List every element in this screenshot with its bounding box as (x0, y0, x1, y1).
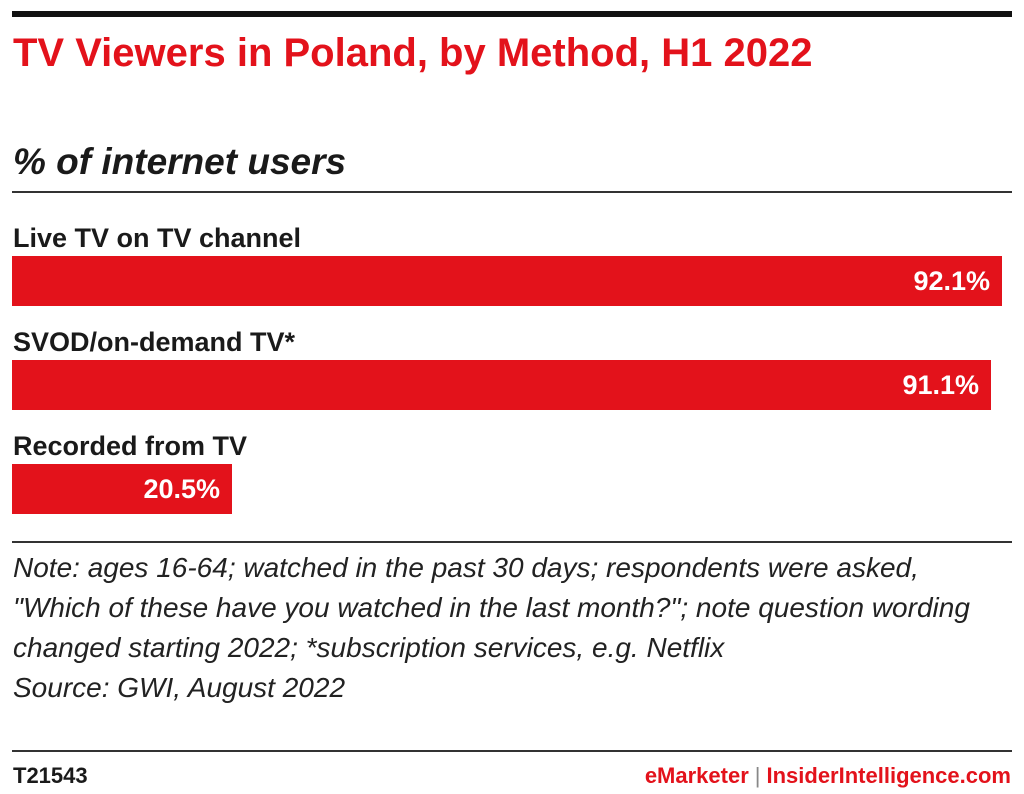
header-divider (12, 191, 1012, 193)
category-label: Live TV on TV channel (13, 223, 302, 253)
source-text: Source: GWI, August 2022 (13, 672, 346, 703)
category-label: SVOD/on-demand TV* (13, 327, 296, 357)
value-label: 92.1% (913, 266, 990, 296)
brand-separator: | (754, 763, 761, 788)
brand-emarketer[interactable]: eMarketer (644, 763, 749, 788)
note-text: Note: ages 16-64; watched in the past 30… (13, 552, 970, 663)
bar (12, 464, 232, 514)
category-label: Recorded from TV (13, 431, 248, 461)
bar (12, 360, 991, 410)
brand-insiderintelligence[interactable]: InsiderIntelligence.com (766, 763, 1011, 788)
notes-divider (12, 541, 1012, 543)
top-rule (12, 11, 1012, 17)
value-label: 91.1% (902, 370, 979, 400)
chart-id: T21543 (13, 763, 88, 788)
chart-subtitle: % of internet users (13, 141, 347, 182)
notes-block: Note: ages 16-64; watched in the past 30… (13, 548, 1013, 708)
footer-brand: eMarketer | InsiderIntelligence.com (645, 762, 1011, 790)
bar (12, 256, 1002, 306)
bar-chart: Live TV on TV channel 92.1% SVOD/on-demand… (0, 200, 1024, 540)
footer-divider (12, 750, 1012, 752)
value-label: 20.5% (143, 474, 220, 504)
chart-title: TV Viewers in Poland, by Method, H1 2022 (13, 31, 813, 75)
